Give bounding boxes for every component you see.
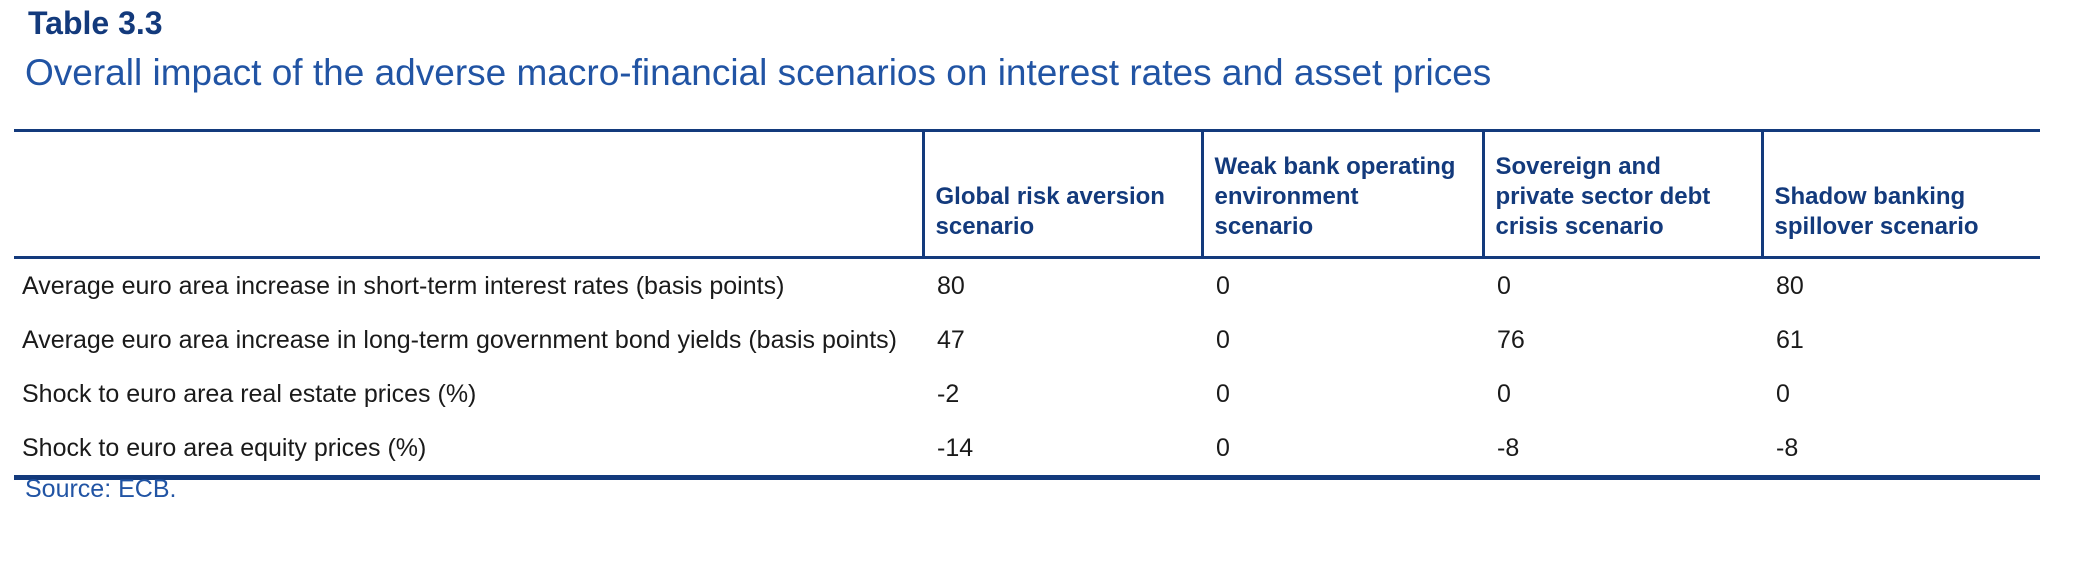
column-header-global-risk-aversion: Global risk aversion scenario: [921, 130, 1202, 259]
value-cell: 0: [1497, 272, 1511, 300]
value-cell: 80: [1776, 272, 1804, 300]
row-label: Average euro area increase in long-term …: [22, 326, 898, 354]
table-row: Average euro area increase in short-term…: [14, 258, 2040, 314]
table-body: Average euro area increase in short-term…: [14, 258, 2040, 478]
value-cell: -8: [1497, 434, 1520, 462]
table-row: Average euro area increase in long-term …: [14, 313, 2040, 367]
value-cell: 80: [937, 272, 965, 300]
value-cell: 0: [1216, 272, 1230, 300]
table-row: Shock to euro area equity prices (%) -14 0…: [14, 421, 2040, 478]
column-header-empty: [14, 130, 923, 259]
value-cell: 61: [1776, 326, 1804, 354]
table-header: Global risk aversion scenario Weak bank …: [14, 130, 2040, 259]
value-cell: 0: [1776, 380, 1790, 408]
value-cell: 0: [1216, 434, 1230, 462]
column-header-weak-bank-operating: Weak bank operating environment scenario: [1200, 130, 1483, 259]
value-cell: 0: [1216, 380, 1230, 408]
value-cell: -2: [937, 380, 960, 408]
impact-table: Global risk aversion scenario Weak bank …: [14, 129, 2040, 480]
value-cell: 0: [1216, 326, 1230, 354]
row-label: Average euro area increase in short-term…: [22, 272, 785, 300]
page-title: Overall impact of the adverse macro-fina…: [25, 52, 1492, 93]
table-row: Shock to euro area real estate prices (%…: [14, 367, 2040, 421]
table-number: Table 3.3: [28, 5, 163, 41]
row-label: Shock to euro area real estate prices (%…: [22, 380, 477, 408]
source-note: Source: ECB.: [25, 475, 177, 503]
row-label: Shock to euro area equity prices (%): [22, 434, 427, 462]
value-cell: 76: [1497, 326, 1525, 354]
value-cell: -14: [937, 434, 974, 462]
column-header-sovereign-debt-crisis: Sovereign and private sector debt crisis…: [1481, 130, 1762, 259]
value-cell: 0: [1497, 380, 1511, 408]
header-row: Global risk aversion scenario Weak bank …: [14, 130, 2040, 259]
value-cell: 47: [937, 326, 965, 354]
value-cell: -8: [1776, 434, 1799, 462]
column-header-shadow-banking: Shadow banking spillover scenario: [1760, 130, 2040, 259]
